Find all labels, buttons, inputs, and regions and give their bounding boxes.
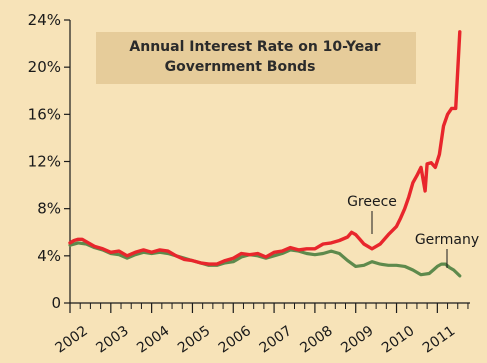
series-label-germany: Germany xyxy=(415,232,479,248)
series-line-germany xyxy=(68,241,462,278)
y-tick-label: 24% xyxy=(28,11,61,29)
series-layer xyxy=(68,30,462,278)
chart-title: Annual Interest Rate on 10-Year xyxy=(129,39,380,55)
y-tick-label: 20% xyxy=(28,58,61,76)
series-label-greece: Greece xyxy=(347,194,397,210)
series-line-greece xyxy=(68,30,462,266)
x-axis-minor-ticks xyxy=(79,303,469,309)
title-box: Annual Interest Rate on 10-Year Governme… xyxy=(96,32,416,84)
y-tick-label: 0 xyxy=(51,294,61,312)
y-tick-label: 12% xyxy=(28,153,61,171)
y-tick-label: 4% xyxy=(37,247,61,265)
title-box-background xyxy=(96,32,416,84)
y-tick-label: 16% xyxy=(28,105,61,123)
y-tick-label: 8% xyxy=(37,200,61,218)
y-axis-ticks: 0 4% 8% 12% 16% 20% 24% xyxy=(28,11,70,312)
chart-subtitle: Government Bonds xyxy=(165,59,316,75)
